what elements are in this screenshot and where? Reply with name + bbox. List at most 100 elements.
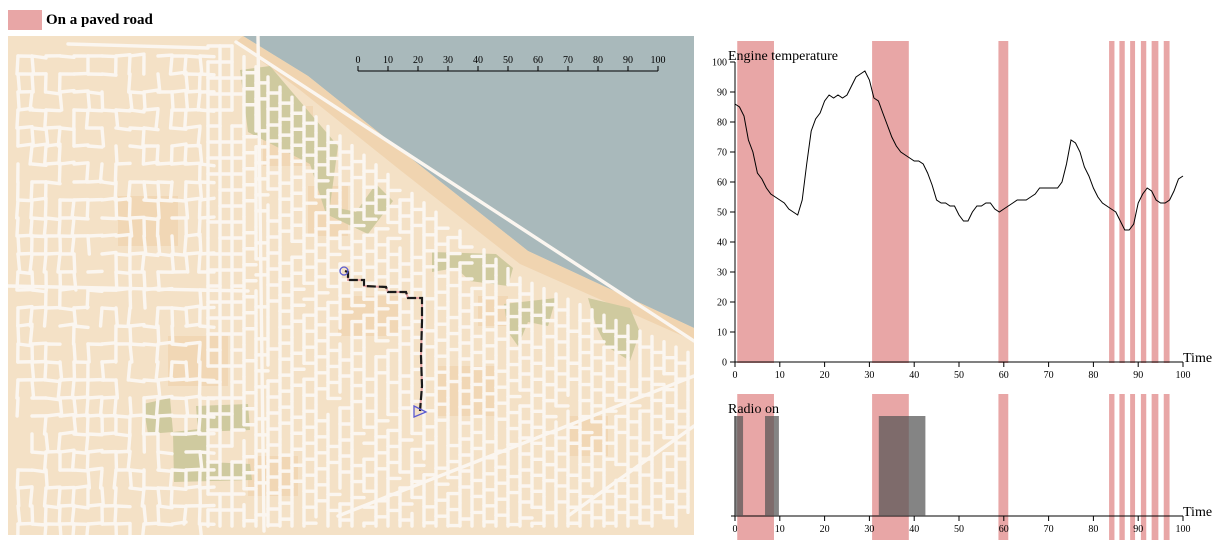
road	[186, 306, 200, 308]
road	[172, 308, 173, 326]
road	[102, 308, 116, 309]
road	[200, 236, 201, 254]
road	[115, 488, 116, 506]
road	[74, 91, 88, 92]
road	[130, 488, 144, 490]
road	[73, 488, 74, 506]
road	[74, 362, 75, 380]
road	[116, 146, 117, 164]
y-tick-label: 30	[717, 268, 727, 279]
road	[46, 127, 60, 128]
road	[58, 128, 60, 146]
legend-swatch	[8, 10, 42, 30]
road	[73, 452, 74, 470]
radio-x-tick-label: 90	[1133, 524, 1143, 535]
x-tick-label: 10	[775, 370, 785, 381]
road	[200, 182, 202, 200]
road	[156, 398, 158, 416]
road	[45, 344, 46, 362]
temperature-highlight-band	[1152, 41, 1159, 363]
road	[31, 182, 32, 200]
road	[116, 55, 130, 56]
road	[172, 344, 186, 345]
road	[18, 488, 19, 506]
road	[74, 506, 88, 508]
road	[18, 254, 20, 272]
road	[88, 470, 89, 488]
road	[88, 450, 102, 452]
road	[74, 326, 88, 327]
road	[198, 128, 200, 146]
road	[130, 92, 144, 93]
road	[18, 236, 19, 254]
road	[88, 271, 102, 272]
road	[144, 254, 158, 255]
road	[45, 506, 46, 524]
road	[157, 416, 158, 434]
road	[116, 380, 117, 398]
y-tick-label: 60	[717, 178, 727, 189]
road	[45, 488, 46, 506]
road	[18, 127, 32, 128]
road	[102, 128, 103, 146]
road	[158, 380, 160, 398]
road	[199, 380, 200, 398]
road	[60, 56, 74, 57]
road	[86, 434, 88, 452]
road	[88, 236, 89, 254]
scale-tick-label: 20	[413, 55, 423, 66]
temperature-highlight-band	[1119, 41, 1124, 363]
road	[30, 254, 32, 272]
road	[130, 380, 144, 382]
y-tick-label: 100	[712, 58, 727, 69]
road	[186, 200, 188, 218]
road	[172, 144, 186, 146]
road	[88, 434, 102, 435]
road	[46, 487, 60, 488]
road	[185, 146, 186, 164]
road	[31, 218, 32, 236]
road	[198, 92, 200, 110]
road	[18, 326, 19, 344]
legend: On a paved road	[8, 8, 153, 32]
road	[158, 236, 160, 254]
road	[158, 452, 159, 470]
road	[45, 146, 46, 164]
road	[186, 198, 200, 200]
road	[158, 182, 172, 183]
y-tick-label: 40	[717, 238, 727, 249]
radio-x-tick-label: 10	[775, 524, 785, 535]
road	[158, 524, 172, 525]
radio-highlight-band	[1119, 394, 1124, 540]
road	[130, 470, 131, 488]
y-tick-label: 90	[717, 88, 727, 99]
road	[18, 144, 32, 146]
road	[144, 200, 158, 201]
road	[87, 398, 88, 416]
road	[116, 506, 130, 507]
road	[102, 361, 116, 362]
road	[144, 109, 158, 110]
road	[144, 506, 146, 524]
road	[59, 146, 60, 164]
radio-x-tick-label: 70	[1044, 524, 1054, 535]
road	[46, 414, 60, 416]
road	[114, 398, 116, 416]
temperature-highlight-band	[872, 41, 909, 363]
y-tick-label: 80	[717, 118, 727, 129]
road	[87, 290, 88, 308]
road	[171, 488, 172, 506]
road	[116, 434, 130, 436]
road	[45, 200, 46, 218]
road	[17, 398, 18, 416]
road	[102, 433, 116, 434]
road	[58, 254, 60, 272]
road	[186, 486, 200, 488]
road	[171, 110, 172, 128]
road	[116, 416, 130, 417]
road	[102, 252, 116, 254]
road	[17, 56, 18, 74]
engine-temperature-line	[735, 71, 1183, 230]
